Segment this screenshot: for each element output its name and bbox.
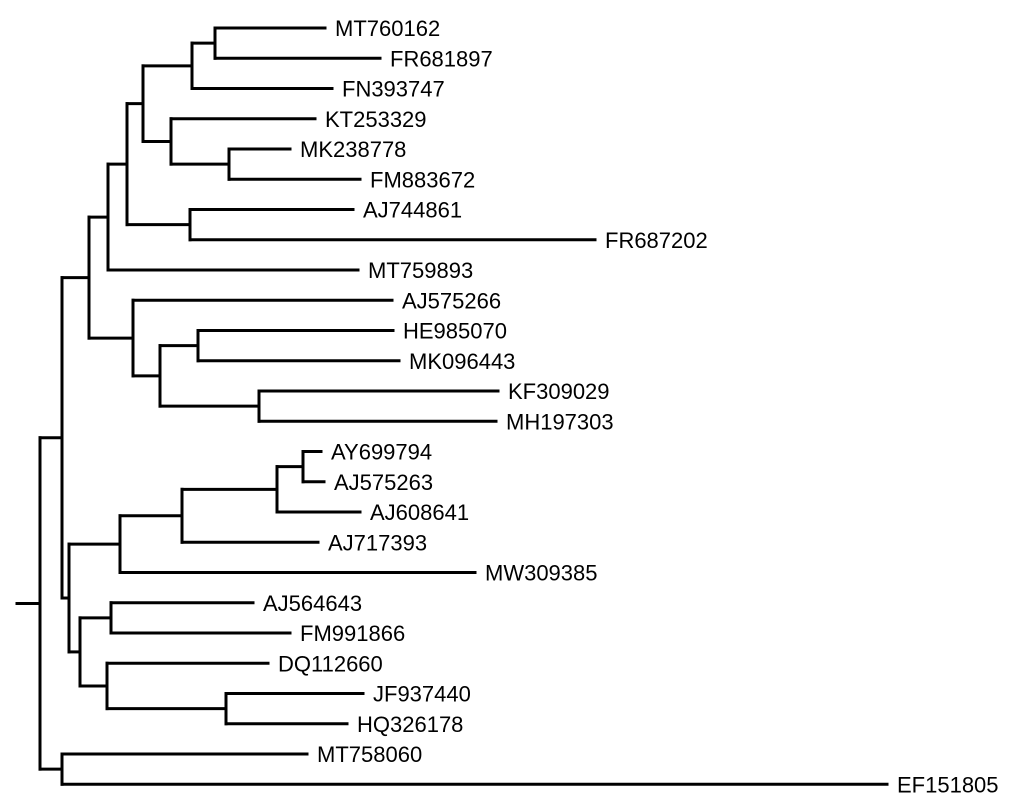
leaf-label: AJ575263 <box>334 470 433 495</box>
leaf-label: DQ112660 <box>278 651 383 676</box>
leaf-label: MK096443 <box>409 349 515 374</box>
leaf-label: FR687202 <box>605 228 708 253</box>
leaf-label: MH197303 <box>506 409 614 434</box>
leaf-label: FM883672 <box>370 167 475 192</box>
leaf-label: AJ744861 <box>363 198 462 223</box>
leaf-label: JF937440 <box>373 682 471 707</box>
leaf-label: AJ564643 <box>263 591 362 616</box>
leaf-label: HQ326178 <box>357 712 463 737</box>
leaf-label: KT253329 <box>325 107 427 132</box>
leaf-label: MT759893 <box>368 258 473 283</box>
leaf-label: EF151805 <box>897 772 999 797</box>
leaf-label: MK238778 <box>300 137 406 162</box>
leaf-label: MT760162 <box>335 16 440 41</box>
leaf-label: FM991866 <box>300 621 405 646</box>
leaf-label: HE985070 <box>403 319 507 344</box>
leaf-label: AJ608641 <box>370 500 469 525</box>
leaf-label: AJ717393 <box>328 530 427 555</box>
leaf-label: AJ575266 <box>402 288 501 313</box>
leaf-label: MT758060 <box>317 742 422 767</box>
leaf-label: KF309029 <box>508 379 610 404</box>
leaf-label: FN393747 <box>342 77 445 102</box>
leaf-labels: MT760162 FR681897 FN393747 KT253329 MK238778… <box>263 16 999 797</box>
tree-branches <box>15 26 889 786</box>
leaf-label: FR681897 <box>390 46 493 71</box>
leaf-label: AY699794 <box>331 440 432 465</box>
leaf-label: MW309385 <box>485 561 598 586</box>
